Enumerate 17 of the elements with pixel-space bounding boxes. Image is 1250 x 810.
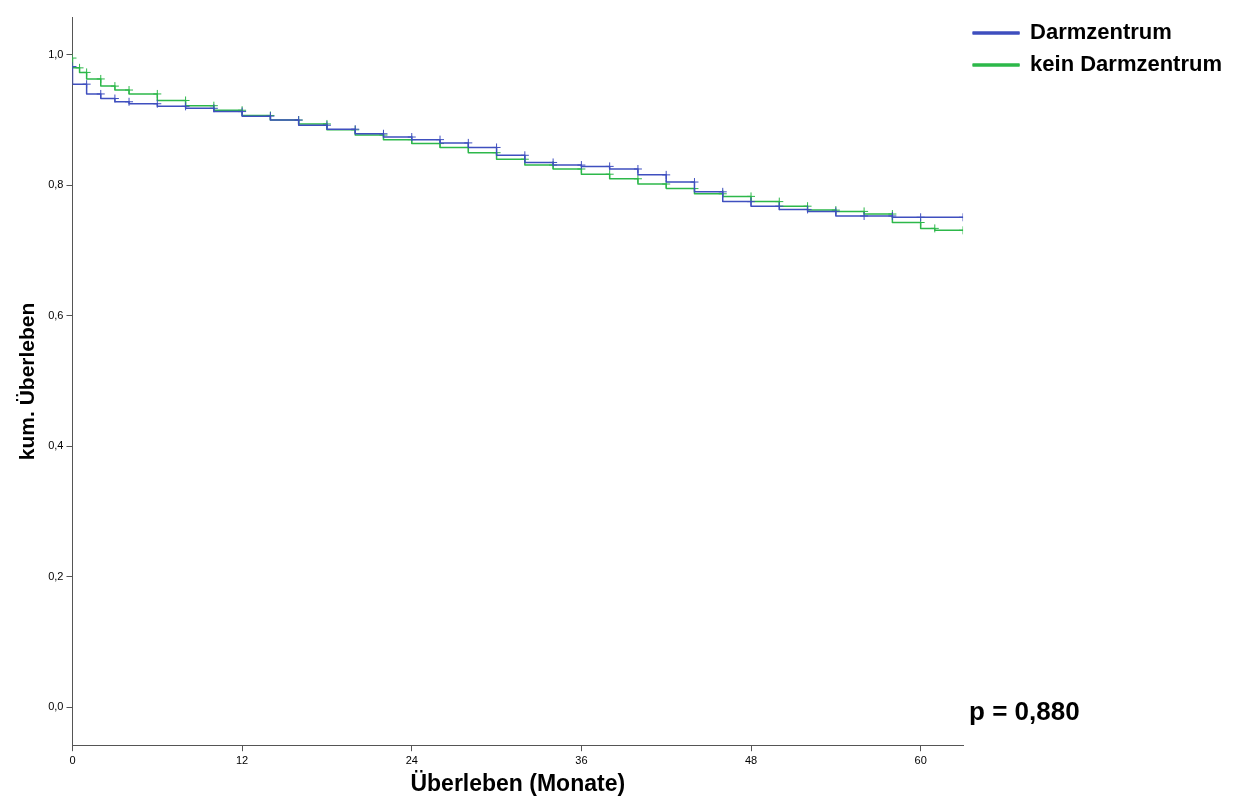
y-tick-label: 0,2 (48, 569, 64, 582)
x-tick-label: 12 (236, 753, 249, 766)
legend-label: kein Darmzentrum (1030, 51, 1223, 77)
x-tick-label: 60 (914, 753, 927, 766)
y-tick-label: 0,4 (48, 439, 64, 452)
x-tick-label: 48 (744, 753, 758, 766)
x-tick-label: 36 (575, 753, 588, 766)
x-tick-label: 24 (405, 753, 418, 766)
legend-label: Darmzentrum (1030, 19, 1172, 45)
x-tick-label: 0 (69, 753, 76, 766)
y-axis-title: kum. Überleben (15, 302, 39, 461)
y-tick-label: 1,0 (48, 47, 64, 60)
text: p = 0,880 (969, 695, 1080, 726)
y-tick-label: 0,6 (48, 308, 64, 321)
x-axis-title: Überleben (Monate) (410, 769, 626, 796)
y-tick-label: 0,0 (48, 700, 64, 713)
y-tick-label: 0,8 (48, 178, 64, 191)
